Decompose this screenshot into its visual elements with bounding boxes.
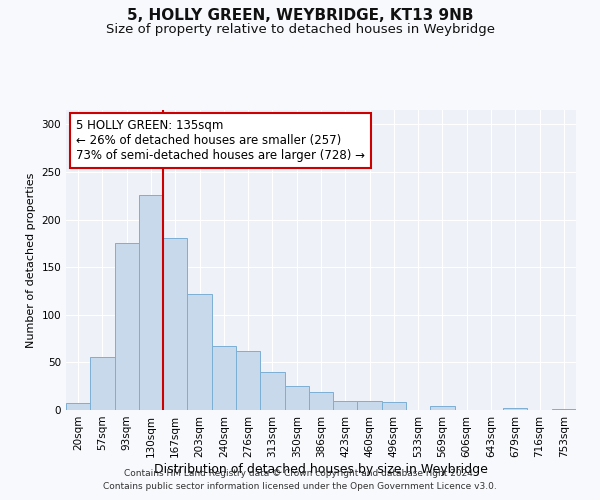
Bar	[430, 406, 455, 410]
Bar	[66, 404, 90, 410]
Bar	[503, 408, 527, 410]
Bar	[115, 244, 139, 410]
Text: 5 HOLLY GREEN: 135sqm
← 26% of detached houses are smaller (257)
73% of semi-det: 5 HOLLY GREEN: 135sqm ← 26% of detached …	[76, 119, 365, 162]
X-axis label: Distribution of detached houses by size in Weybridge: Distribution of detached houses by size …	[154, 462, 488, 475]
Bar	[552, 409, 576, 410]
Text: 5, HOLLY GREEN, WEYBRIDGE, KT13 9NB: 5, HOLLY GREEN, WEYBRIDGE, KT13 9NB	[127, 8, 473, 22]
Text: Contains HM Land Registry data © Crown copyright and database right 2024.: Contains HM Land Registry data © Crown c…	[124, 468, 476, 477]
Bar	[333, 402, 358, 410]
Bar	[382, 402, 406, 410]
Bar	[90, 356, 115, 410]
Bar	[163, 238, 187, 410]
Bar	[284, 386, 309, 410]
Bar	[187, 294, 212, 410]
Bar	[260, 372, 284, 410]
Y-axis label: Number of detached properties: Number of detached properties	[26, 172, 36, 348]
Text: Size of property relative to detached houses in Weybridge: Size of property relative to detached ho…	[106, 22, 494, 36]
Bar	[358, 402, 382, 410]
Text: Contains public sector information licensed under the Open Government Licence v3: Contains public sector information licen…	[103, 482, 497, 491]
Bar	[212, 346, 236, 410]
Bar	[236, 351, 260, 410]
Bar	[309, 392, 333, 410]
Bar	[139, 195, 163, 410]
